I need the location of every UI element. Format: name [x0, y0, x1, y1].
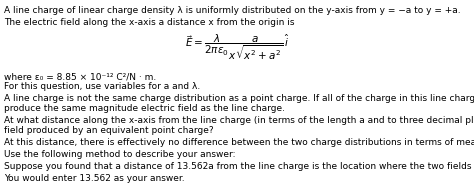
Text: At this distance, there is effectively no difference between the two charge dist: At this distance, there is effectively n…	[4, 138, 474, 147]
Text: Suppose you found that a distance of 13.562a from the line charge is the locatio: Suppose you found that a distance of 13.…	[4, 162, 474, 171]
Text: produce the same magnitude electric field as the line charge.: produce the same magnitude electric fiel…	[4, 104, 285, 113]
Text: For this question, use variables for a and λ.: For this question, use variables for a a…	[4, 82, 200, 91]
Text: $\mathit{\vec{E}} = \dfrac{\lambda}{2\pi\varepsilon_0}\dfrac{a}{x\sqrt{x^2+a^2}}: $\mathit{\vec{E}} = \dfrac{\lambda}{2\pi…	[185, 32, 289, 62]
Text: At what distance along the x-axis from the line charge (in terms of the length a: At what distance along the x-axis from t…	[4, 116, 474, 125]
Text: The electric field along the x-axis a distance x from the origin is: The electric field along the x-axis a di…	[4, 18, 294, 27]
Text: where ε₀ = 8.85 × 10⁻¹² C²/N · m.: where ε₀ = 8.85 × 10⁻¹² C²/N · m.	[4, 72, 156, 81]
Text: A line charge is not the same charge distribution as a point charge. If all of t: A line charge is not the same charge dis…	[4, 94, 474, 103]
Text: field produced by an equivalent point charge?: field produced by an equivalent point ch…	[4, 126, 214, 135]
Text: You would enter 13.562 as your answer.: You would enter 13.562 as your answer.	[4, 174, 185, 183]
Text: Use the following method to describe your answer:: Use the following method to describe you…	[4, 150, 236, 159]
Text: A line charge of linear charge density λ is uniformly distributed on the y-axis : A line charge of linear charge density λ…	[4, 6, 461, 15]
